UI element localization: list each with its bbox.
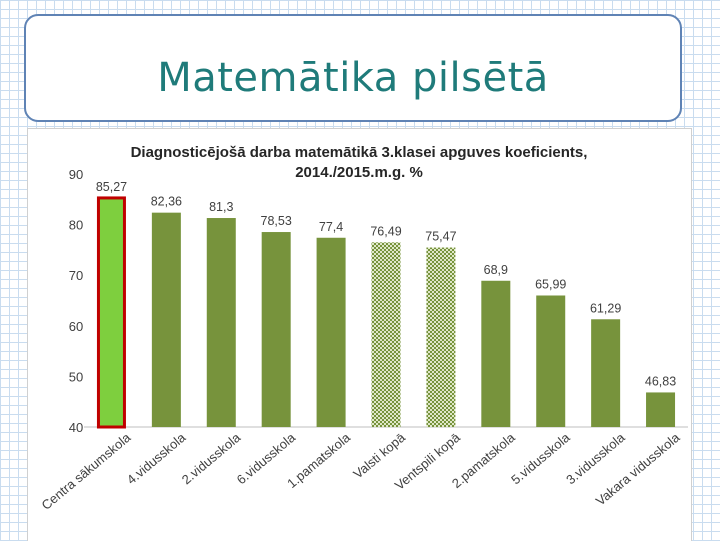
- category-label: 2.vidusskola: [179, 429, 244, 487]
- bar: [206, 218, 236, 427]
- bar: [96, 196, 126, 429]
- y-tick-label: 40: [69, 420, 83, 435]
- bar: [316, 237, 346, 427]
- data-label: 75,47: [425, 230, 456, 244]
- bar-chart: Diagnosticējošā darba matemātikā 3.klase…: [38, 144, 688, 513]
- bar: [536, 295, 566, 427]
- bar: [426, 247, 456, 427]
- data-label: 76,49: [370, 224, 401, 238]
- bar: [151, 212, 181, 427]
- y-tick-label: 80: [69, 218, 83, 233]
- category-label: 5.vidusskola: [508, 429, 573, 487]
- title-box: Matemātika pilsētā: [24, 14, 682, 122]
- data-label: 77,4: [319, 220, 343, 234]
- data-label: 68,9: [484, 263, 508, 277]
- bar: [261, 232, 291, 427]
- chart-title-line-1: Diagnosticējošā darba matemātikā 3.klase…: [131, 144, 588, 161]
- y-tick-label: 90: [69, 167, 83, 182]
- y-tick-label: 50: [69, 369, 83, 384]
- bar: [481, 280, 511, 427]
- data-label: 61,29: [590, 301, 621, 315]
- data-label: 85,27: [96, 180, 127, 194]
- page-title: Matemātika pilsētā: [157, 55, 549, 101]
- y-tick-label: 60: [69, 319, 83, 334]
- bar: [591, 319, 621, 427]
- category-label: 4.vidusskola: [124, 429, 189, 487]
- data-label: 46,83: [645, 374, 676, 388]
- bar: [371, 242, 401, 427]
- data-label: 65,99: [535, 277, 566, 291]
- y-tick-label: 70: [69, 268, 83, 283]
- data-label: 78,53: [261, 214, 292, 228]
- bar: [646, 392, 676, 427]
- data-label: 81,3: [209, 200, 233, 214]
- chart-title-line-2: 2014./2015.m.g. %: [295, 164, 423, 181]
- chart-frame: Diagnosticējošā darba matemātikā 3.klase…: [27, 128, 692, 541]
- category-label: Centra sākumskola: [38, 429, 133, 513]
- data-label: 82,36: [151, 195, 182, 209]
